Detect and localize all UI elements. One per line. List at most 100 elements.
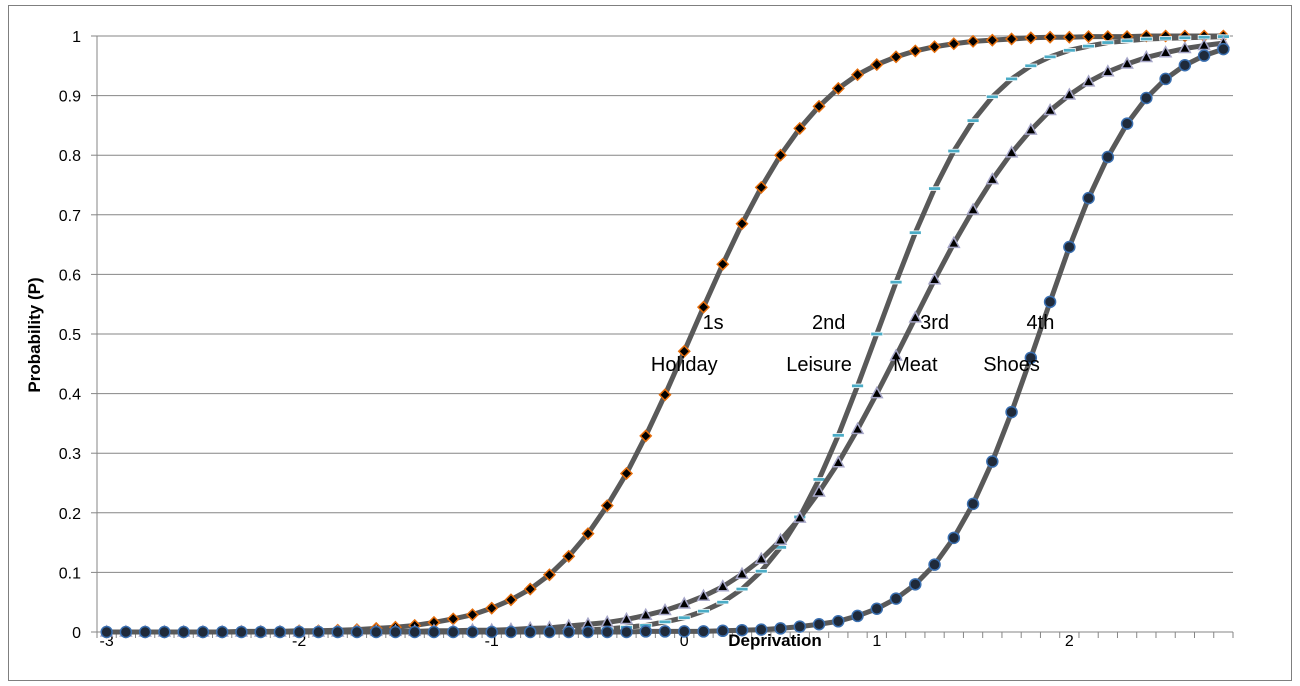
data-point: [158, 625, 171, 639]
series-line: [106, 40, 1224, 635]
x-tick-label: -2: [292, 633, 306, 650]
series-3: [99, 35, 1231, 637]
data-point: [927, 40, 942, 54]
data-point: [1158, 45, 1173, 58]
y-tick-label: 0.4: [59, 387, 81, 404]
annotation-label: 3rd: [920, 312, 949, 334]
data-point: [235, 625, 248, 639]
data-point: [735, 586, 749, 592]
data-point: [715, 579, 730, 592]
data-point: [619, 466, 634, 481]
data-point: [620, 625, 633, 639]
data-point: [966, 118, 980, 123]
data-point: [1063, 240, 1076, 254]
data-point: [793, 620, 807, 633]
data-point: [600, 625, 614, 639]
data-point: [1062, 30, 1076, 44]
y-tick-label: 0.7: [59, 208, 81, 225]
data-point: [774, 622, 787, 635]
data-point: [1139, 49, 1154, 63]
annotation-label: 2nd: [812, 312, 845, 334]
data-point: [947, 148, 961, 154]
data-point: [543, 625, 556, 639]
data-point: [889, 348, 903, 361]
data-point: [832, 615, 845, 628]
data-point: [870, 602, 884, 616]
data-point: [851, 609, 864, 623]
axes: 0 0.1 0.2 0.3 0.4 0.5 0.6 0.7 0.8 0.9 1 -3 -2 -1 0 1 2: [59, 29, 1234, 650]
data-point: [1159, 36, 1173, 41]
data-point: [523, 582, 537, 596]
data-point: [697, 608, 710, 614]
data-point: [600, 499, 614, 513]
data-point: [696, 300, 711, 314]
y-tick-label: 0.6: [59, 267, 81, 284]
series-line: [106, 46, 1225, 635]
data-point: [870, 386, 884, 399]
y-tick-label: 0.8: [59, 148, 81, 165]
y-tick-label: 1: [72, 29, 81, 46]
data-point: [1043, 30, 1057, 44]
data-point: [100, 625, 113, 639]
data-point: [1120, 56, 1134, 69]
data-point: [369, 625, 383, 639]
data-point: [735, 217, 749, 231]
data-point: [1178, 58, 1192, 72]
data-point: [966, 497, 980, 511]
data-point: [928, 186, 941, 191]
x-tick-label: 0: [680, 633, 689, 650]
data-point: [1005, 32, 1019, 46]
data-point: [1101, 150, 1115, 164]
data-point: [678, 625, 691, 638]
data-point: [465, 608, 480, 622]
data-point: [793, 121, 807, 135]
data-point: [485, 601, 499, 615]
data-point: [947, 37, 961, 51]
data-point: [985, 172, 1000, 185]
data-point: [851, 383, 864, 389]
y-tick-label: 0.9: [59, 89, 81, 106]
data-point: [889, 279, 903, 285]
data-point: [754, 551, 769, 565]
annotation-label: Holiday: [651, 354, 718, 376]
data-point: [1082, 30, 1096, 44]
data-point: [350, 625, 364, 639]
data-point: [1043, 295, 1057, 309]
annotations: 1s Holiday 2nd Leisure 3rd Meat 4th Shoes: [651, 312, 1054, 376]
data-point: [138, 625, 152, 639]
data-point: [562, 625, 575, 639]
x-axis-title: Deprivation: [728, 631, 822, 650]
y-tick-label: 0.3: [59, 446, 81, 463]
x-tick-label: 1: [872, 633, 881, 650]
data-point: [331, 625, 344, 639]
data-point: [639, 625, 652, 638]
data-point: [1197, 49, 1211, 62]
data-point: [389, 625, 402, 639]
data-point: [658, 625, 672, 638]
data-point: [446, 625, 460, 639]
data-point: [754, 180, 768, 194]
series-layer: [99, 29, 1231, 639]
data-point: [812, 99, 826, 113]
data-point: [427, 625, 441, 639]
data-point: [504, 593, 518, 607]
data-point: [1043, 102, 1057, 116]
data-point: [1120, 117, 1134, 130]
data-point: [658, 602, 672, 616]
y-tick-label: 0.5: [59, 327, 81, 344]
data-point: [658, 388, 672, 402]
data-point: [1062, 48, 1076, 53]
data-point: [1081, 74, 1096, 87]
data-point: [1140, 91, 1153, 105]
gridlines: [97, 35, 1233, 573]
data-point: [696, 588, 711, 601]
data-point: [831, 81, 845, 96]
data-point: [312, 625, 325, 639]
data-point: [1101, 64, 1115, 77]
data-point: [908, 310, 923, 323]
data-point: [697, 625, 710, 638]
data-point: [1024, 63, 1038, 68]
data-point: [850, 421, 865, 435]
data-point: [254, 625, 267, 639]
annotation-label: Leisure: [786, 354, 852, 376]
